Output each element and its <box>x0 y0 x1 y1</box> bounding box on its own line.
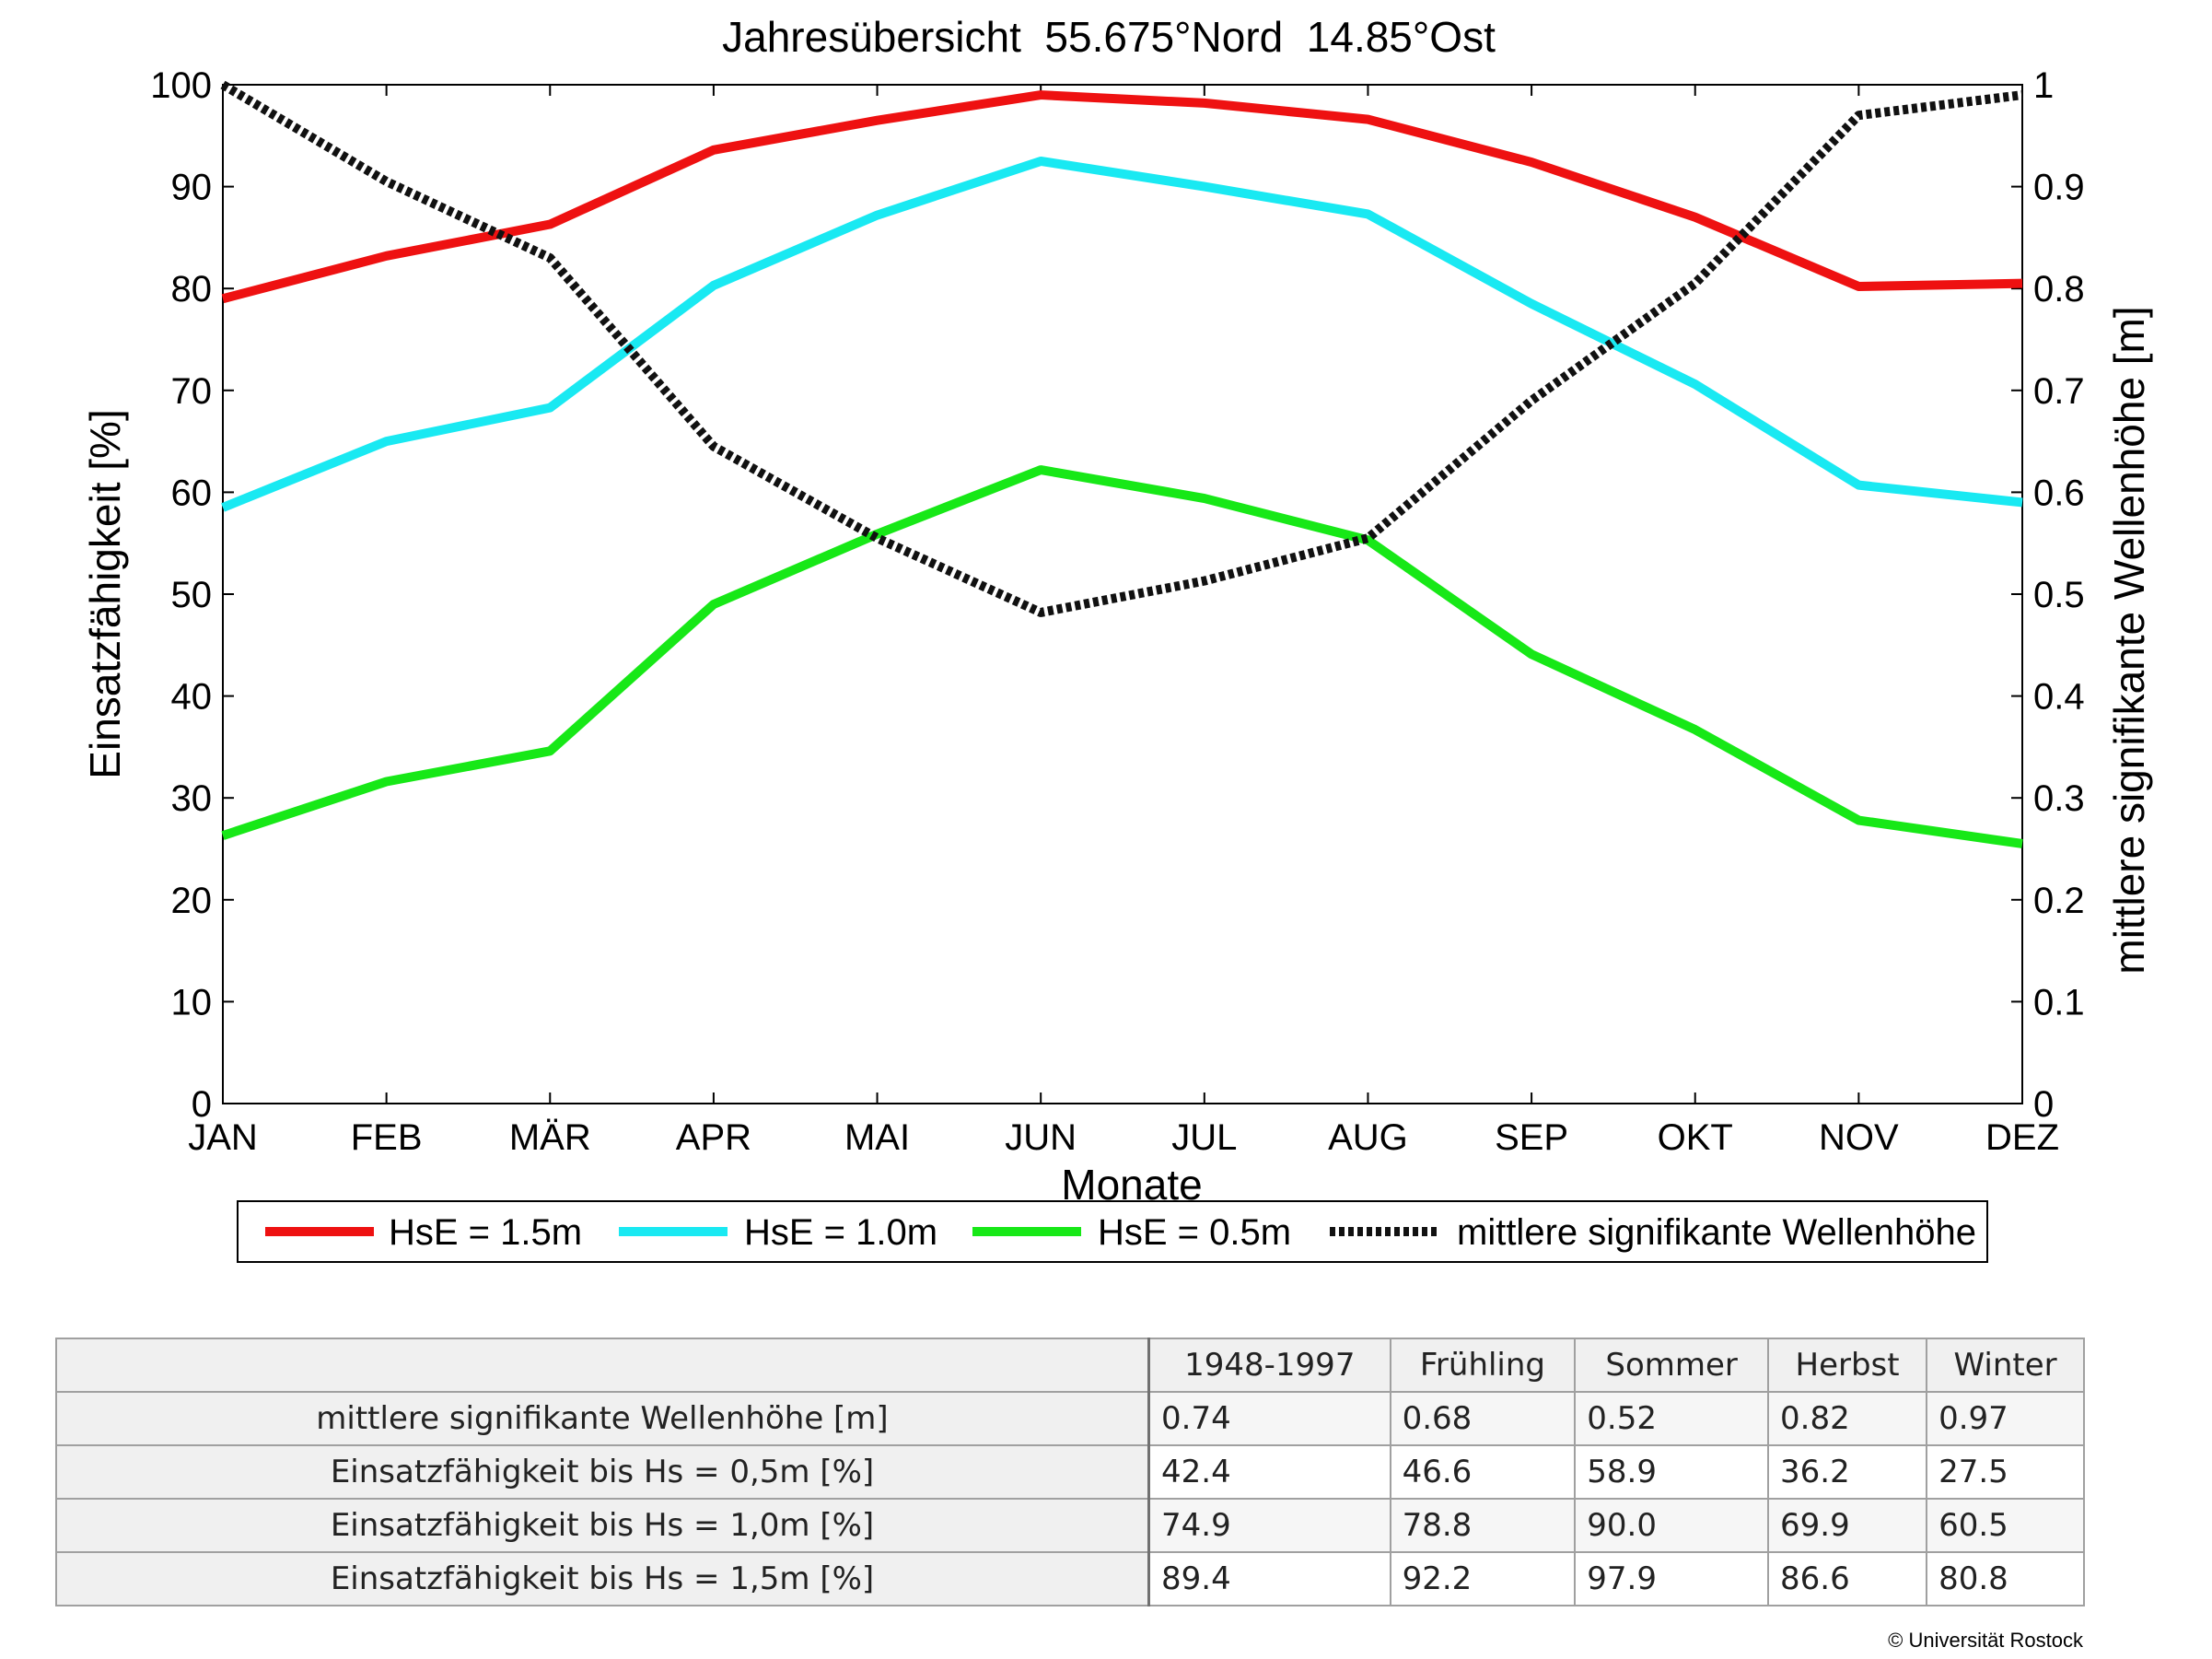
y2-tick-label: 0.4 <box>2033 677 2085 718</box>
x-tick-label: SEP <box>1495 1117 1568 1158</box>
column-header: Frühling <box>1389 1338 1577 1393</box>
x-tick-label: APR <box>676 1117 751 1158</box>
x-tick-label: AUG <box>1328 1117 1408 1158</box>
x-tick-label: FEB <box>351 1117 423 1158</box>
y2-tick-label: 0.8 <box>2033 269 2085 310</box>
table-row: Einsatzfähigkeit bis Hs = 0,5m [%] 42.4 … <box>55 1444 2085 1500</box>
y2-tick-label: 0.5 <box>2033 575 2085 615</box>
table-row: Einsatzfähigkeit bis Hs = 1,5m [%] 89.4 … <box>55 1551 2085 1606</box>
chart: Jahresübersicht 55.675°Nord 14.85°Ost 0 1… <box>81 13 2153 1263</box>
table-cell: 46.6 <box>1389 1444 1577 1500</box>
x-tick-label: JUL <box>1171 1117 1237 1158</box>
y-tick-label: 60 <box>171 473 213 513</box>
y-tick-label: 20 <box>171 881 213 921</box>
column-header: Sommer <box>1574 1338 1770 1393</box>
y-tick-label: 100 <box>150 65 212 106</box>
y-axis-label: Einsatzfähigkeit [%] <box>81 409 129 778</box>
copyright-note: © Universität Rostock <box>1888 1629 2083 1652</box>
row-label: Einsatzfähigkeit bis Hs = 0,5m [%] <box>55 1444 1150 1500</box>
column-header: Herbst <box>1767 1338 1928 1393</box>
table-cell: 0.74 <box>1147 1391 1391 1446</box>
y2-tick-label: 0.6 <box>2033 473 2085 513</box>
x-tick-label: MAI <box>844 1117 910 1158</box>
legend-entry-label: mittlere signifikante Wellenhöhe <box>1457 1212 1976 1253</box>
row-label: Einsatzfähigkeit bis Hs = 1,0m [%] <box>55 1498 1150 1553</box>
x-tick-label: MÄR <box>509 1117 591 1158</box>
table-cell: 36.2 <box>1767 1444 1928 1500</box>
table-cell: 74.9 <box>1147 1498 1391 1553</box>
y-tick-label: 30 <box>171 778 213 819</box>
table-cell: 97.9 <box>1574 1551 1770 1606</box>
table-cell: 0.97 <box>1926 1391 2085 1446</box>
y-tick-label: 10 <box>171 982 213 1022</box>
y-tick-label: 90 <box>171 168 213 208</box>
table-cell: 86.6 <box>1767 1551 1928 1606</box>
table-cell: 80.8 <box>1926 1551 2085 1606</box>
y-tick-label: 50 <box>171 575 213 615</box>
y2-axis-label: mittlere signifikante Wellenhöhe [m] <box>2105 306 2153 974</box>
table-row: Einsatzfähigkeit bis Hs = 1,0m [%] 74.9 … <box>55 1498 2085 1553</box>
table-cell: 78.8 <box>1389 1498 1577 1553</box>
table-cell: 27.5 <box>1926 1444 2085 1500</box>
summary-table: 1948-1997 Frühling Sommer Herbst Winter … <box>55 1338 2085 1606</box>
legend-entry-label: HsE = 1.5m <box>389 1212 582 1253</box>
series-line-3 <box>220 80 2023 617</box>
y2-tick-label: 0.2 <box>2033 881 2085 921</box>
y2-tick-label: 0.3 <box>2033 778 2085 819</box>
legend-entry-label: HsE = 0.5m <box>1098 1212 1291 1253</box>
x-tick-label: NOV <box>1819 1117 1899 1158</box>
x-tick-label: JAN <box>188 1117 258 1158</box>
axis-ticks: 0 10 20 30 40 50 60 70 80 90 100 0 0.1 0.2 0.3 0.4 0.5 0.… <box>150 65 2084 1158</box>
table-cell: 92.2 <box>1389 1551 1577 1606</box>
table-cell: 42.4 <box>1147 1444 1391 1500</box>
table-cell: 0.52 <box>1574 1391 1770 1446</box>
table-header-row: 1948-1997 Frühling Sommer Herbst Winter <box>55 1338 2085 1393</box>
y-tick-label: 70 <box>171 371 213 412</box>
row-label: Einsatzfähigkeit bis Hs = 1,5m [%] <box>55 1551 1150 1606</box>
y2-tick-label: 0 <box>2033 1084 2054 1125</box>
table-corner-cell <box>55 1338 1150 1393</box>
table-cell: 0.68 <box>1389 1391 1577 1446</box>
y2-tick-label: 0.9 <box>2033 168 2085 208</box>
column-header: Winter <box>1926 1338 2085 1393</box>
chart-title: Jahresübersicht 55.675°Nord 14.85°Ost <box>722 13 1496 61</box>
y-tick-label: 40 <box>171 677 213 718</box>
series-line-2 <box>221 465 2023 848</box>
y-tick-label: 0 <box>192 1084 212 1125</box>
table-row: mittlere signifikante Wellenhöhe [m] 0.7… <box>55 1391 2085 1446</box>
x-tick-label: JUN <box>1005 1117 1077 1158</box>
series-lines <box>220 80 2023 848</box>
table-cell: 58.9 <box>1574 1444 1770 1500</box>
y2-tick-label: 0.7 <box>2033 371 2085 412</box>
series-line-1 <box>221 156 2023 512</box>
x-tick-label: OKT <box>1658 1117 1733 1158</box>
column-header: 1948-1997 <box>1147 1338 1391 1393</box>
series-line-0 <box>221 90 2023 304</box>
table-cell: 60.5 <box>1926 1498 2085 1553</box>
legend: HsE = 1.5m HsE = 1.0m HsE = 0.5m mittlere s… <box>237 1200 1988 1263</box>
row-label: mittlere signifikante Wellenhöhe [m] <box>55 1391 1150 1446</box>
x-tick-label: DEZ <box>1985 1117 2059 1158</box>
table-cell: 0.82 <box>1767 1391 1928 1446</box>
y2-tick-label: 1 <box>2033 65 2054 106</box>
y-tick-label: 80 <box>171 269 213 310</box>
table-cell: 90.0 <box>1574 1498 1770 1553</box>
table-cell: 89.4 <box>1147 1551 1391 1606</box>
y2-tick-label: 0.1 <box>2033 982 2085 1022</box>
table-cell: 69.9 <box>1767 1498 1928 1553</box>
legend-entry-label: HsE = 1.0m <box>744 1212 937 1253</box>
legend-box <box>237 1200 1988 1263</box>
